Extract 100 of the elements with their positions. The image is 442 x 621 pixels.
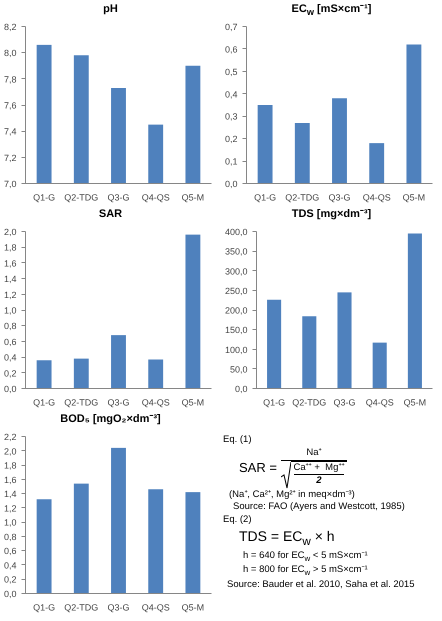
x-tick-label: Q5-M (182, 602, 204, 612)
bar (36, 499, 52, 594)
bar (74, 484, 89, 594)
x-tick-label: Q4-QS (142, 602, 170, 612)
y-tick-label: 200,0 (224, 306, 248, 316)
chart-title: pH (102, 2, 119, 17)
source-note: Source: FAO (Ayers and Westcott, 1985) (233, 501, 406, 514)
y-tick-label: 0,7 (224, 22, 238, 32)
bar (372, 342, 387, 388)
bar (337, 292, 352, 388)
bar (406, 44, 422, 184)
x-tick-label: Q3-G (108, 398, 130, 408)
text: TDS = EC$_{w}$ × h (239, 527, 336, 550)
y-tick-label: 1,2 (4, 503, 17, 514)
bar (267, 300, 282, 388)
x-tick-label: Q3-G (108, 192, 130, 202)
chart-title: TDS [mg×dm⁻³] (290, 207, 372, 222)
x-tick-label: Q3-G (108, 602, 130, 612)
y-tick-label: 7,4 (4, 126, 17, 137)
bar (111, 335, 126, 388)
x-tick-label: Q4-QS (362, 192, 391, 202)
x-tick-label: Q1-G (263, 398, 286, 408)
y-tick-label: 0,8 (4, 321, 17, 332)
x-tick-label: Q1-G (33, 192, 56, 202)
chart-title: BOD₅ [mgO₂×dm⁻³] (59, 412, 162, 427)
y-tick-label: 0,3 (224, 112, 238, 122)
y-tick-label: 7,2 (4, 152, 17, 163)
y-tick-label: 1,2 (4, 290, 17, 300)
bar (408, 233, 422, 388)
text: Eq. (2) (223, 514, 253, 528)
text: 2 (315, 475, 323, 488)
x-tick-label: Q1-G (33, 602, 56, 612)
x-tick-label: Q4-QS (366, 398, 394, 408)
y-tick-label: 1,0 (4, 518, 17, 528)
y-tick-label: 7,6 (4, 100, 17, 110)
y-tick-label: 1,6 (4, 258, 17, 268)
bar (74, 358, 89, 388)
y-tick-label: 7,0 (4, 179, 17, 189)
y-tick-label: 100,0 (224, 344, 248, 355)
x-tick-label: Q3-G (334, 398, 356, 408)
y-tick-label: 0,0 (234, 384, 248, 394)
y-tick-label: 0,4 (224, 89, 238, 100)
bar (258, 105, 273, 184)
y-tick-label: 0,2 (4, 368, 17, 378)
y-tick-label: 1,4 (4, 489, 17, 500)
x-tick-label: Q3-G (328, 192, 351, 202)
y-tick-label: 0,4 (4, 560, 17, 570)
y-tick-label: 8,0 (4, 48, 17, 58)
y-tick-label: 400,0 (224, 227, 248, 237)
y-tick-label: 1,0 (4, 306, 17, 316)
bar (369, 143, 384, 184)
y-tick-label: 0,2 (224, 134, 238, 144)
y-tick-label: 0,6 (4, 336, 17, 347)
bar (185, 234, 200, 388)
text: h = 800 for EC$_{w}$ > 5 mS×cm⁻¹ (243, 564, 369, 579)
bar (111, 448, 126, 594)
y-tick-label: 0,0 (4, 384, 17, 394)
y-tick-label: 0,5 (224, 66, 238, 77)
y-tick-label: 250,0 (224, 286, 248, 296)
x-tick-label: Q1-G (33, 398, 56, 408)
text: h = 640 for EC$_{w}$ < 5 mS×cm⁻¹ (243, 550, 369, 564)
y-tick-label: 1,8 (4, 460, 17, 471)
y-tick-label: 0,8 (4, 532, 17, 542)
text: Ca⁺⁺ + Mg⁺⁺ (294, 462, 344, 476)
bar (185, 492, 200, 594)
x-tick-label: Q1-G (254, 192, 276, 202)
y-tick-label: 50,0 (230, 364, 248, 374)
y-tick-label: 2,2 (4, 432, 17, 442)
x-tick-label: Q5-M (402, 192, 426, 202)
x-tick-label: Q4-QS (142, 192, 170, 202)
y-tick-label: 8,2 (4, 22, 17, 32)
x-tick-label: Q2-TDG (64, 602, 98, 612)
x-tick-label: Q5-M (182, 192, 204, 202)
text: Eq. (1) (223, 434, 253, 447)
bar (36, 360, 52, 388)
chart-title: EC$_{w}$ [mS×cm⁻¹] (290, 2, 372, 20)
bar (302, 316, 316, 388)
x-tick-label: Q4-QS (142, 398, 170, 408)
x-tick-label: Q2-TDG (292, 398, 326, 408)
x-tick-label: Q5-M (404, 398, 426, 408)
text: (Na⁺, Ca²⁺, Mg²⁺ in meq×dm⁻³) (229, 488, 356, 502)
x-tick-label: Q5-M (182, 398, 204, 408)
text: Na⁺ (280, 446, 348, 461)
y-tick-label: 1,8 (4, 242, 17, 253)
x-tick-label: Q2-TDG (64, 192, 98, 202)
y-tick-label: 350,0 (224, 246, 248, 257)
y-tick-label: 0,0 (224, 179, 238, 189)
bar (148, 359, 164, 388)
x-tick-label: Q2-TDG (64, 398, 98, 408)
y-tick-label: 0,6 (4, 546, 17, 556)
bar (148, 489, 164, 594)
text: SAR = (239, 458, 278, 476)
chart-title: SAR (98, 207, 124, 222)
y-tick-label: 0,4 (4, 352, 17, 363)
y-tick-label: 300,0 (224, 266, 248, 276)
y-tick-label: 7,8 (4, 74, 17, 84)
y-tick-label: 0,0 (4, 589, 17, 599)
y-tick-label: 2,0 (4, 227, 17, 237)
y-tick-label: 2,0 (4, 446, 17, 456)
y-tick-label: 1,4 (4, 274, 17, 284)
